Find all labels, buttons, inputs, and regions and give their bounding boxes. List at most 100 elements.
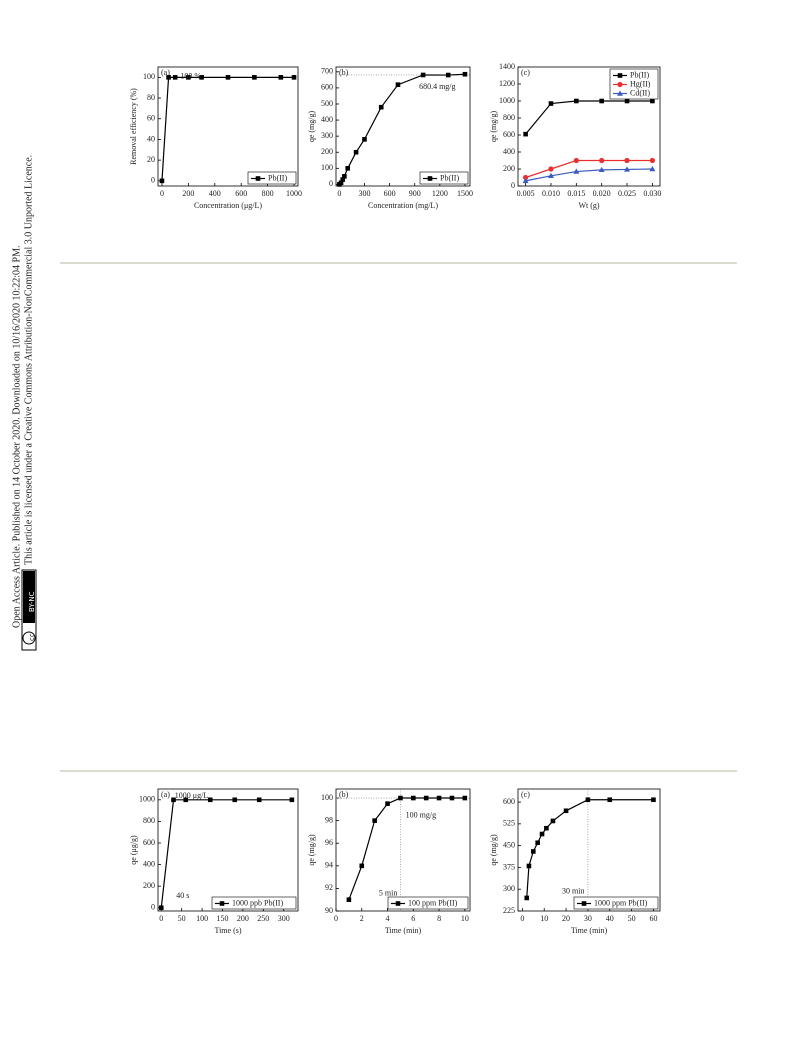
y-tick-label: 0 [151, 903, 155, 912]
y-tick-label: 600 [143, 838, 155, 847]
chart: 0 200 400 600 800 1000 0 20 40 60 80 100 Concentrati… [129, 66, 302, 210]
y-tick-label: 0 [151, 176, 155, 185]
y-axis-label: qe (mg/g) [489, 111, 498, 143]
y-axis-label: qe (mg/g) [307, 834, 316, 866]
series-line [525, 100, 653, 135]
x-axis-label: Concentration (μg/L) [194, 201, 262, 210]
y-tick-label: 40 [147, 134, 155, 143]
marker [256, 797, 262, 803]
y-tick-label: 300 [503, 884, 515, 893]
y-tick-label: 400 [321, 115, 333, 124]
plot-frame [517, 66, 661, 187]
marker [624, 166, 631, 172]
marker [649, 157, 655, 164]
y-tick-label: 20 [147, 155, 155, 164]
marker [420, 72, 426, 78]
x-tick-label: 0 [160, 189, 164, 198]
legend-label: 1000 ppm Pb(II) [594, 898, 648, 907]
x-axis-label: Time (min) [571, 926, 608, 935]
x-tick-label: 20 [562, 914, 570, 923]
marker [159, 178, 165, 184]
y-tick-label: 525 [503, 819, 515, 828]
panel-label: (a) [161, 790, 170, 799]
chart: 0 300 600 900 1200 1500 0 100 200 300 400 500 600 700… [307, 66, 473, 210]
x-tick-label: 10 [540, 914, 548, 923]
x-tick-label: 0 [159, 914, 163, 923]
marker [523, 174, 529, 181]
marker [385, 801, 390, 806]
y-tick-label: 225 [503, 906, 515, 915]
y-tick-label: 450 [503, 840, 515, 849]
x-tick-label: 4 [386, 914, 390, 923]
x-axis-label: Time (min) [385, 926, 422, 935]
x-tick-label: 300 [358, 189, 370, 198]
legend-label: Pb(II) [268, 173, 287, 182]
legend-box [419, 171, 469, 185]
series-line [161, 76, 295, 181]
marker [535, 840, 540, 846]
plot-frame [517, 788, 661, 912]
marker [353, 149, 359, 155]
x-tick-label: 50 [178, 914, 186, 923]
y-tick-label: 200 [143, 881, 155, 890]
x-tick-label: 1200 [432, 189, 448, 198]
y-tick-label: 100 [321, 793, 333, 802]
marker [342, 174, 347, 179]
x-tick-label: 6 [411, 914, 415, 923]
marker [372, 818, 377, 823]
marker [252, 75, 257, 80]
x-tick-label: 300 [278, 914, 290, 923]
y-tick-label: 800 [503, 113, 515, 122]
marker [462, 795, 468, 801]
marker [607, 797, 613, 803]
y-tick-label: 800 [143, 816, 155, 825]
y-tick-label: 80 [147, 93, 155, 102]
marker [338, 180, 344, 186]
x-tick-label: 1500 [457, 189, 473, 198]
annotation: 5 min [379, 889, 397, 898]
y-axis-label: qe (μg/g) [129, 835, 138, 865]
chart: 0 2 4 6 8 10 90 92 94 96 98 100 Time (min) qe (mg/g) (… [307, 788, 471, 935]
marker [524, 895, 530, 901]
x-tick-label: 0.010 [542, 189, 560, 198]
panel-label: (c) [521, 68, 530, 77]
marker [548, 166, 554, 172]
plot-frame [157, 788, 299, 912]
marker [539, 831, 545, 837]
marker [581, 901, 587, 906]
y-tick-label: 100 [321, 163, 333, 172]
legend-box [211, 896, 297, 910]
x-tick-label: 2 [360, 914, 364, 923]
x-tick-label: 0.005 [517, 189, 535, 198]
x-axis-label: Wt (g) [578, 201, 599, 210]
marker [526, 863, 532, 869]
panel-label: (b) [339, 790, 349, 799]
marker [617, 90, 623, 96]
marker [548, 101, 554, 106]
marker [651, 797, 656, 803]
legend-label: Pb(II) [440, 173, 459, 182]
y-tick-label: 94 [325, 861, 333, 870]
legend-box [247, 171, 297, 185]
marker [411, 795, 416, 801]
x-tick-label: 30 [584, 914, 592, 923]
x-tick-label: 60 [649, 914, 657, 923]
chart: 0 10 20 30 40 50 60 225 300 375 450 525 600 Time (min… [489, 788, 661, 935]
marker [340, 177, 345, 182]
marker [427, 176, 433, 181]
marker [445, 72, 451, 78]
annotation: 100 mg/g [406, 811, 436, 820]
x-tick-label: 0 [334, 914, 338, 923]
series-line [526, 799, 654, 898]
svg-text:cc: cc [28, 633, 36, 641]
marker [186, 75, 191, 80]
x-tick-label: 400 [209, 189, 221, 198]
y-tick-label: 700 [321, 67, 333, 76]
y-axis-label: Removal efficiency (%) [129, 88, 138, 165]
marker [255, 176, 261, 181]
x-tick-label: 600 [235, 189, 247, 198]
marker [171, 797, 176, 803]
sidebar-line: Open Access Article. Published on 14 Oct… [11, 246, 22, 628]
marker [550, 818, 556, 824]
